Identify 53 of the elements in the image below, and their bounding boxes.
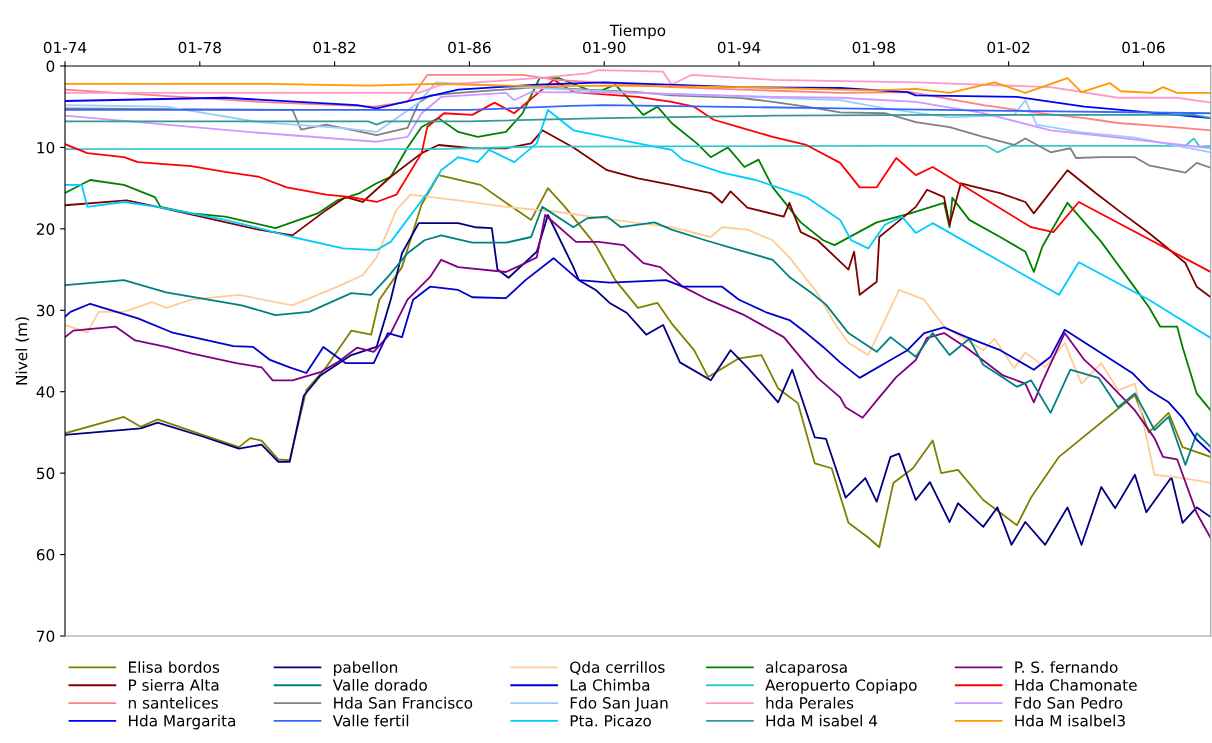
legend-label: n santelices (128, 696, 218, 709)
x-tick-label: 01-98 (852, 41, 895, 54)
line-series (65, 69, 1211, 104)
legend-label: pabellon (334, 661, 398, 676)
line-series (65, 137, 1211, 154)
line-series (65, 86, 1211, 174)
y-tick-label: 30 (37, 304, 55, 317)
y-tick-label: 20 (36, 223, 55, 235)
y-tick-label: 60 (36, 549, 55, 561)
x-tick-label: 01-82 (313, 41, 356, 54)
legend-label: Valle dorado (332, 678, 427, 691)
y-tick-label: 0 (46, 60, 55, 73)
legend-label: Hda M isabel 4 (766, 714, 878, 727)
line-series (65, 104, 1211, 115)
legend-label: Hda Margarita (129, 714, 236, 730)
legend-label: Fdo San Pedro (1015, 696, 1123, 709)
x-tick-label: 01-06 (1122, 41, 1165, 54)
line-series (65, 81, 1211, 120)
line-series (65, 113, 1211, 126)
line-series (65, 74, 1211, 132)
legend-label: Pta. Picazo (570, 714, 651, 727)
x-tick-label: 01-02 (987, 41, 1030, 54)
x-tick-label: 01-78 (178, 41, 221, 54)
y-tick-label: 70 (37, 630, 55, 643)
line-series (65, 78, 1211, 273)
legend-label: Hda M isalbel3 (1015, 714, 1125, 727)
legend-label: hda Perales (766, 696, 854, 709)
x-tick-label: 01-94 (717, 41, 761, 54)
y-tick-label: 40 (36, 386, 55, 398)
line-series (65, 109, 1211, 339)
line-series (65, 77, 1211, 94)
legend-label: P. S. fernando (1015, 661, 1118, 673)
x-tick-label: 01-74 (43, 41, 87, 54)
x-axis-title: Tiempo (609, 24, 666, 40)
legend-label: La Chimba (570, 678, 650, 691)
x-tick-label: 01-86 (448, 41, 491, 54)
legend-label: P sierra Alta (129, 678, 219, 691)
y-tick-label: 10 (37, 141, 55, 154)
legend-label: Aeropuerto Copiapo (765, 678, 917, 694)
y-axis-title: Nivel (m) (15, 317, 30, 385)
line-series (65, 77, 1211, 412)
legend-label: Qda cerrillos (570, 661, 665, 675)
x-tick-label: 01-90 (583, 41, 626, 54)
line-series (65, 257, 1211, 454)
legend-label: Fdo San Juan (570, 696, 668, 712)
line-series (65, 129, 1211, 299)
line-series (65, 91, 1211, 150)
y-tick-label: 50 (37, 467, 55, 480)
legend-label: alcaparosa (765, 661, 847, 676)
legend-label: Hda San Francisco (334, 696, 473, 709)
legend-label: Valle fertil (332, 714, 409, 727)
legend-label: Elisa bordos (129, 661, 220, 673)
legend-label: Hda Chamonate (1015, 678, 1137, 691)
